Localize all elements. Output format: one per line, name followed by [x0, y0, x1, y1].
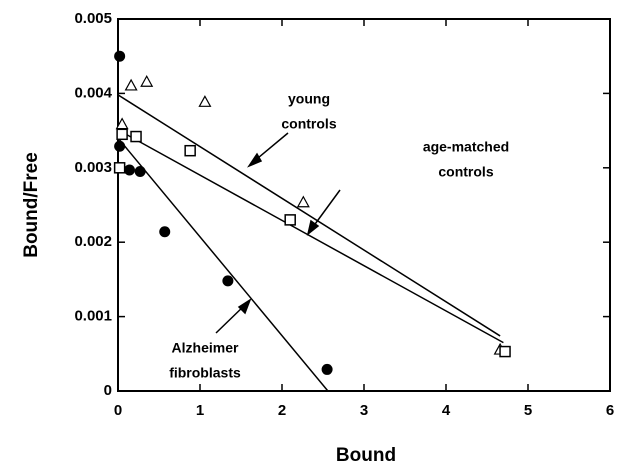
- point: [284, 214, 296, 226]
- point: [140, 74, 154, 87]
- x-axis-label: Bound: [336, 445, 396, 466]
- point: [159, 226, 171, 238]
- point: [114, 140, 126, 152]
- fit-line: [117, 94, 501, 337]
- annotation: controls: [438, 164, 493, 180]
- point: [114, 50, 126, 62]
- point: [296, 195, 310, 208]
- point: [198, 95, 212, 107]
- y-tick-label: 0.002: [74, 233, 112, 250]
- point: [124, 78, 138, 91]
- annotation: age-matched: [423, 139, 509, 155]
- point: [184, 144, 196, 157]
- point: [321, 363, 333, 375]
- y-tick-label: 0.004: [74, 84, 112, 101]
- arrows: [215, 132, 341, 334]
- y-tick-label: 0: [104, 382, 112, 399]
- x-tick-label: 3: [360, 402, 368, 419]
- annotation: young: [288, 91, 330, 107]
- point: [499, 345, 511, 358]
- annotation: Alzheimer: [172, 340, 239, 356]
- fit-line: [117, 137, 329, 392]
- point: [130, 130, 142, 143]
- point: [134, 166, 146, 178]
- x-tick-label: 1: [196, 402, 204, 419]
- plot-frame: [117, 18, 611, 392]
- arrow-head: [237, 298, 252, 315]
- x-tick-label: 5: [524, 402, 532, 419]
- x-tick-label: 4: [442, 402, 451, 419]
- x-tick-label: 0: [114, 402, 122, 419]
- point: [123, 164, 135, 176]
- fit-line: [117, 129, 504, 344]
- point: [116, 128, 128, 141]
- y-axis-label: Bound/Free: [21, 152, 42, 258]
- point: [113, 162, 126, 174]
- x-tick-label: 6: [606, 402, 614, 419]
- arrow-head: [247, 152, 263, 168]
- y-tick-label: 0.001: [74, 308, 112, 325]
- y-tick-label: 0.003: [74, 159, 112, 176]
- point: [222, 275, 234, 287]
- arrow-head: [306, 219, 320, 236]
- annotation: controls: [281, 116, 336, 132]
- y-tick-label: 0.005: [74, 10, 112, 27]
- annotation: fibroblasts: [169, 365, 241, 381]
- x-tick-label: 2: [278, 402, 286, 419]
